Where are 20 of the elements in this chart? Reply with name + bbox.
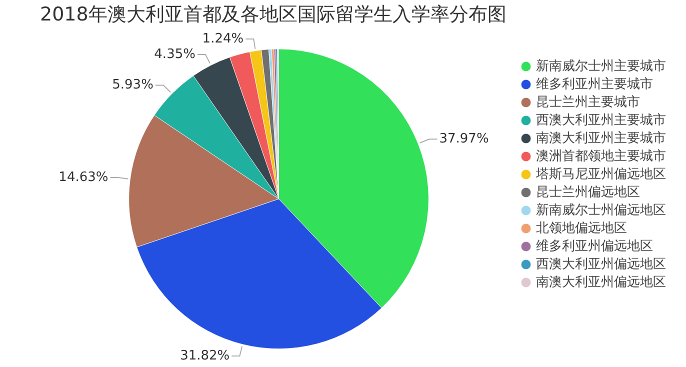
legend-label: 昆士兰州主要城市	[536, 94, 640, 110]
legend-label: 北领地偏远地区	[536, 220, 627, 236]
legend-label: 南澳大利亚州偏远地区	[536, 274, 666, 290]
data-label: 37.97%	[439, 132, 489, 147]
data-label: 4.35%	[154, 46, 196, 62]
data-label: 14.63%	[58, 170, 108, 185]
legend-label: 新南威尔士州主要城市	[536, 58, 666, 74]
legend-label: 维多利亚州偏远地区	[536, 238, 653, 254]
data-label: 31.82%	[180, 348, 230, 364]
legend-label: 塔斯马尼亚州偏远地区	[535, 166, 666, 182]
legend-label: 维多利亚州主要城市	[536, 76, 653, 92]
legend-label: 西澳大利亚州主要城市	[536, 112, 666, 128]
legend-label: 昆士兰州偏远地区	[536, 184, 640, 200]
legend-label: 澳洲首都领地主要城市	[536, 148, 666, 164]
data-label: 5.93%	[112, 78, 154, 93]
chart-title: 2018年澳大利亚首都及各地区国际留学生入学率分布图	[40, 3, 506, 26]
legend-label: 南澳大利亚州主要城市	[536, 130, 666, 146]
data-label: 1.24%	[202, 31, 244, 46]
legend-label: 新南威尔士州偏远地区	[536, 202, 666, 218]
legend-label: 西澳大利亚州偏远地区	[536, 256, 666, 272]
